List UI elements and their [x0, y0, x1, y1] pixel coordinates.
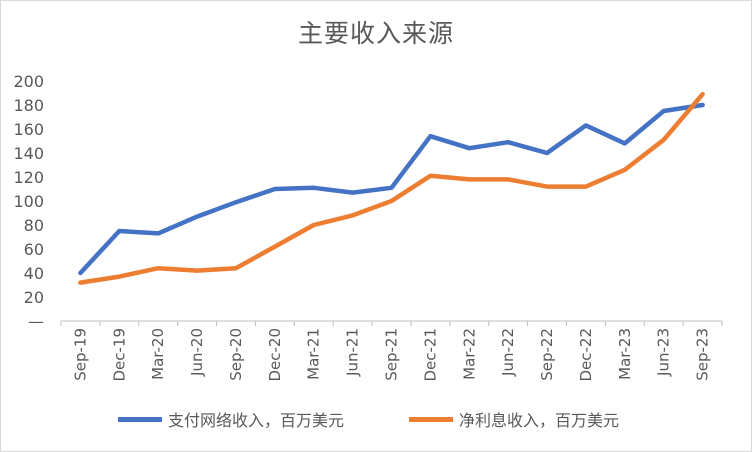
x-tick-label: Dec-21: [421, 328, 439, 382]
legend: 支付网络收入，百万美元 净利息收入，百万美元: [0, 407, 752, 431]
x-tick-label: Mar-21: [305, 328, 323, 380]
legend-label-interest: 净利息收入，百万美元: [459, 411, 620, 430]
y-tick-label: 180: [13, 96, 44, 115]
y-tick-label: 200: [13, 72, 44, 91]
legend-item-interest: 净利息收入，百万美元: [409, 407, 619, 431]
x-tick-label: Jun-22: [499, 328, 517, 377]
y-tick-label: 140: [13, 144, 44, 163]
y-tick-label: 80: [24, 216, 44, 235]
x-tick-label: Dec-20: [266, 328, 284, 382]
legend-label-payment: 支付网络收入，百万美元: [168, 411, 345, 430]
legend-item-payment: 支付网络收入，百万美元: [118, 407, 344, 431]
chart-title: 主要收入来源: [297, 19, 454, 48]
x-tick-label: Sep-20: [227, 328, 245, 381]
x-tick-label: Jun-20: [188, 328, 206, 377]
series-line-interest: [78, 91, 705, 285]
y-tick-label: 20: [24, 288, 44, 307]
y-tick-label: 120: [13, 168, 44, 187]
y-tick-label: —: [28, 312, 44, 331]
legend-swatch-payment: [118, 416, 162, 422]
legend-swatch-interest: [409, 416, 453, 422]
x-tick-label: Sep-22: [538, 328, 556, 381]
x-tick-label: Mar-20: [149, 328, 167, 380]
x-tick-label: Mar-23: [616, 328, 634, 380]
x-tick-label: Jun-21: [344, 328, 362, 377]
y-tick-label: 60: [24, 240, 44, 259]
x-tick-label: Dec-19: [110, 328, 128, 382]
x-tick-label: Dec-22: [577, 328, 595, 382]
x-tick-label: Jun-23: [655, 328, 673, 377]
series-line-payment: [78, 102, 705, 276]
y-tick-label: 100: [13, 192, 44, 211]
x-tick-label: Sep-19: [71, 328, 89, 381]
y-tick-label: 40: [24, 264, 44, 283]
x-tick-label: Mar-22: [460, 328, 478, 380]
x-tick-label: Sep-21: [383, 328, 401, 381]
x-tick-label: Sep-23: [694, 328, 712, 381]
y-tick-label: 160: [13, 120, 44, 139]
